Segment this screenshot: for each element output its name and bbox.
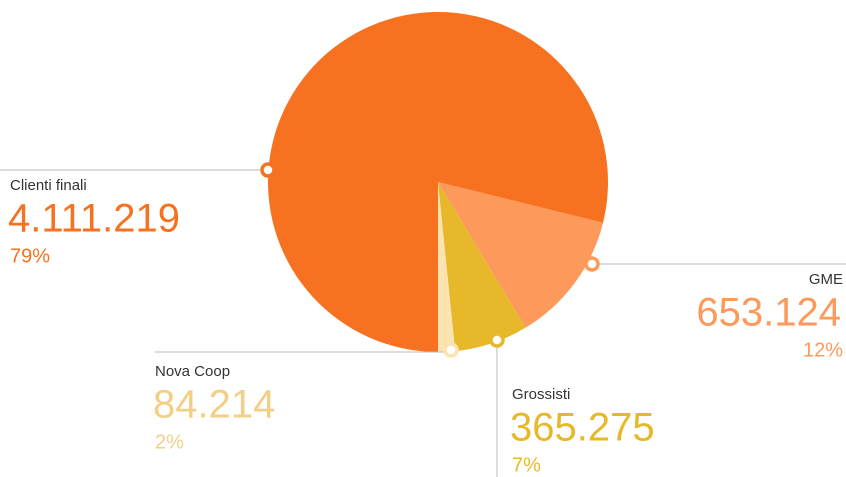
leader-dot: [443, 342, 459, 358]
value-label: 365.275: [510, 406, 655, 450]
category-label: Grossisti: [512, 386, 570, 403]
share-label: 12%: [803, 339, 843, 361]
category-label: Clienti finali: [10, 177, 87, 194]
share-label: 7%: [512, 454, 541, 476]
pie-slice: [438, 182, 604, 328]
pie-slice: [438, 182, 456, 352]
value-label: 84.214: [153, 383, 275, 427]
leader-dot: [584, 256, 600, 272]
pie-slice: [268, 12, 608, 353]
leader-dot: [489, 332, 505, 348]
pie-slice: [438, 182, 526, 352]
category-label: Nova Coop: [155, 363, 230, 380]
share-label: 79%: [10, 245, 50, 267]
share-label: 2%: [155, 431, 184, 453]
value-label: 653.124: [696, 291, 841, 335]
category-label: GME: [809, 271, 843, 288]
value-label: 4.111.219: [8, 197, 180, 241]
leader-dot: [260, 162, 276, 178]
